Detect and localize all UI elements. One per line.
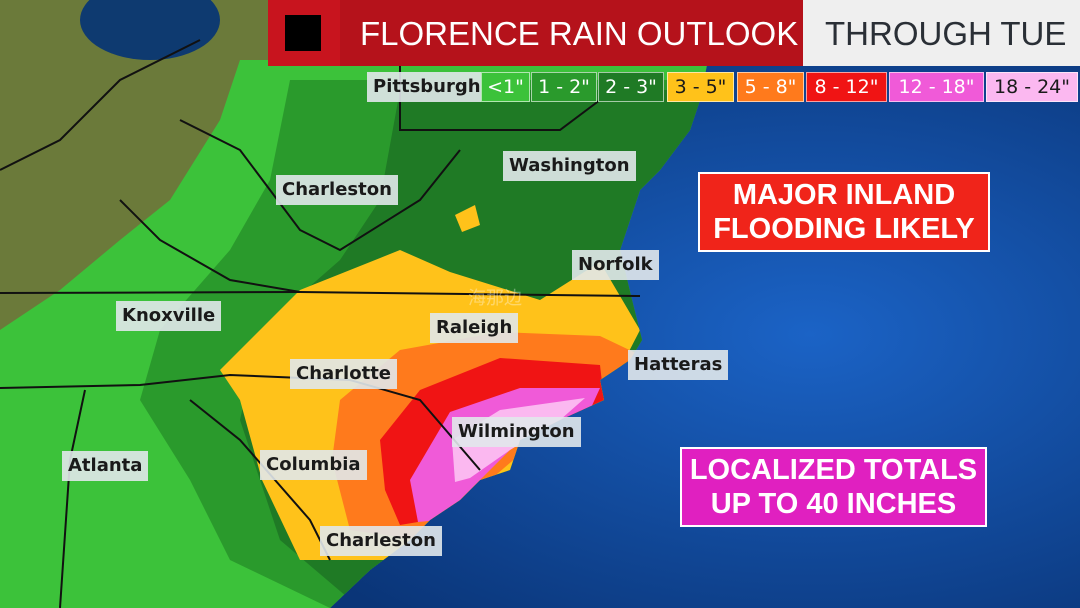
city-label-raleigh: Raleigh xyxy=(430,313,519,343)
callout-inland-flooding: MAJOR INLAND FLOODING LIKELY xyxy=(698,172,990,252)
callout-line: FLOODING LIKELY xyxy=(713,213,975,245)
time-range: THROUGH TUE xyxy=(803,0,1080,66)
legend-item: 2 - 3" xyxy=(598,72,664,102)
callout-line: LOCALIZED TOTALS xyxy=(689,454,978,486)
city-label-charleston-sc: Charleston xyxy=(320,526,442,556)
watermark: 海那边 xyxy=(468,288,522,309)
city-label-knoxville: Knoxville xyxy=(116,301,222,331)
legend-item: 12 - 18" xyxy=(889,72,984,102)
city-label-hatteras: Hatteras xyxy=(628,350,729,380)
legend-item: 18 - 24" xyxy=(986,72,1078,102)
legend-item: 8 - 12" xyxy=(806,72,887,102)
logo-square-icon xyxy=(285,15,321,51)
city-label-wilmington: Wilmington xyxy=(452,417,581,447)
lake-erie xyxy=(80,0,220,60)
page-title: FLORENCE RAIN OUTLOOK xyxy=(340,0,803,66)
rain-patch-dc xyxy=(455,205,480,232)
brand-logo xyxy=(268,0,340,66)
callout-localized-totals: LOCALIZED TOTALS UP TO 40 INCHES xyxy=(680,447,987,527)
callout-line: MAJOR INLAND xyxy=(732,179,956,211)
city-label-norfolk: Norfolk xyxy=(572,250,659,280)
legend-item: 1 - 2" xyxy=(531,72,597,102)
city-label-atlanta: Atlanta xyxy=(62,451,149,481)
callout-line: UP TO 40 INCHES xyxy=(710,488,957,520)
city-label-columbia: Columbia xyxy=(260,450,367,480)
legend-item: 3 - 5" xyxy=(667,72,734,102)
city-label-charleston-wv: Charleston xyxy=(276,175,398,205)
city-label-pittsburgh: Pittsburgh xyxy=(367,72,487,102)
legend-item: 5 - 8" xyxy=(737,72,804,102)
city-label-charlotte: Charlotte xyxy=(290,359,398,389)
legend-item: <1" xyxy=(481,72,530,102)
city-label-washington: Washington xyxy=(503,151,636,181)
